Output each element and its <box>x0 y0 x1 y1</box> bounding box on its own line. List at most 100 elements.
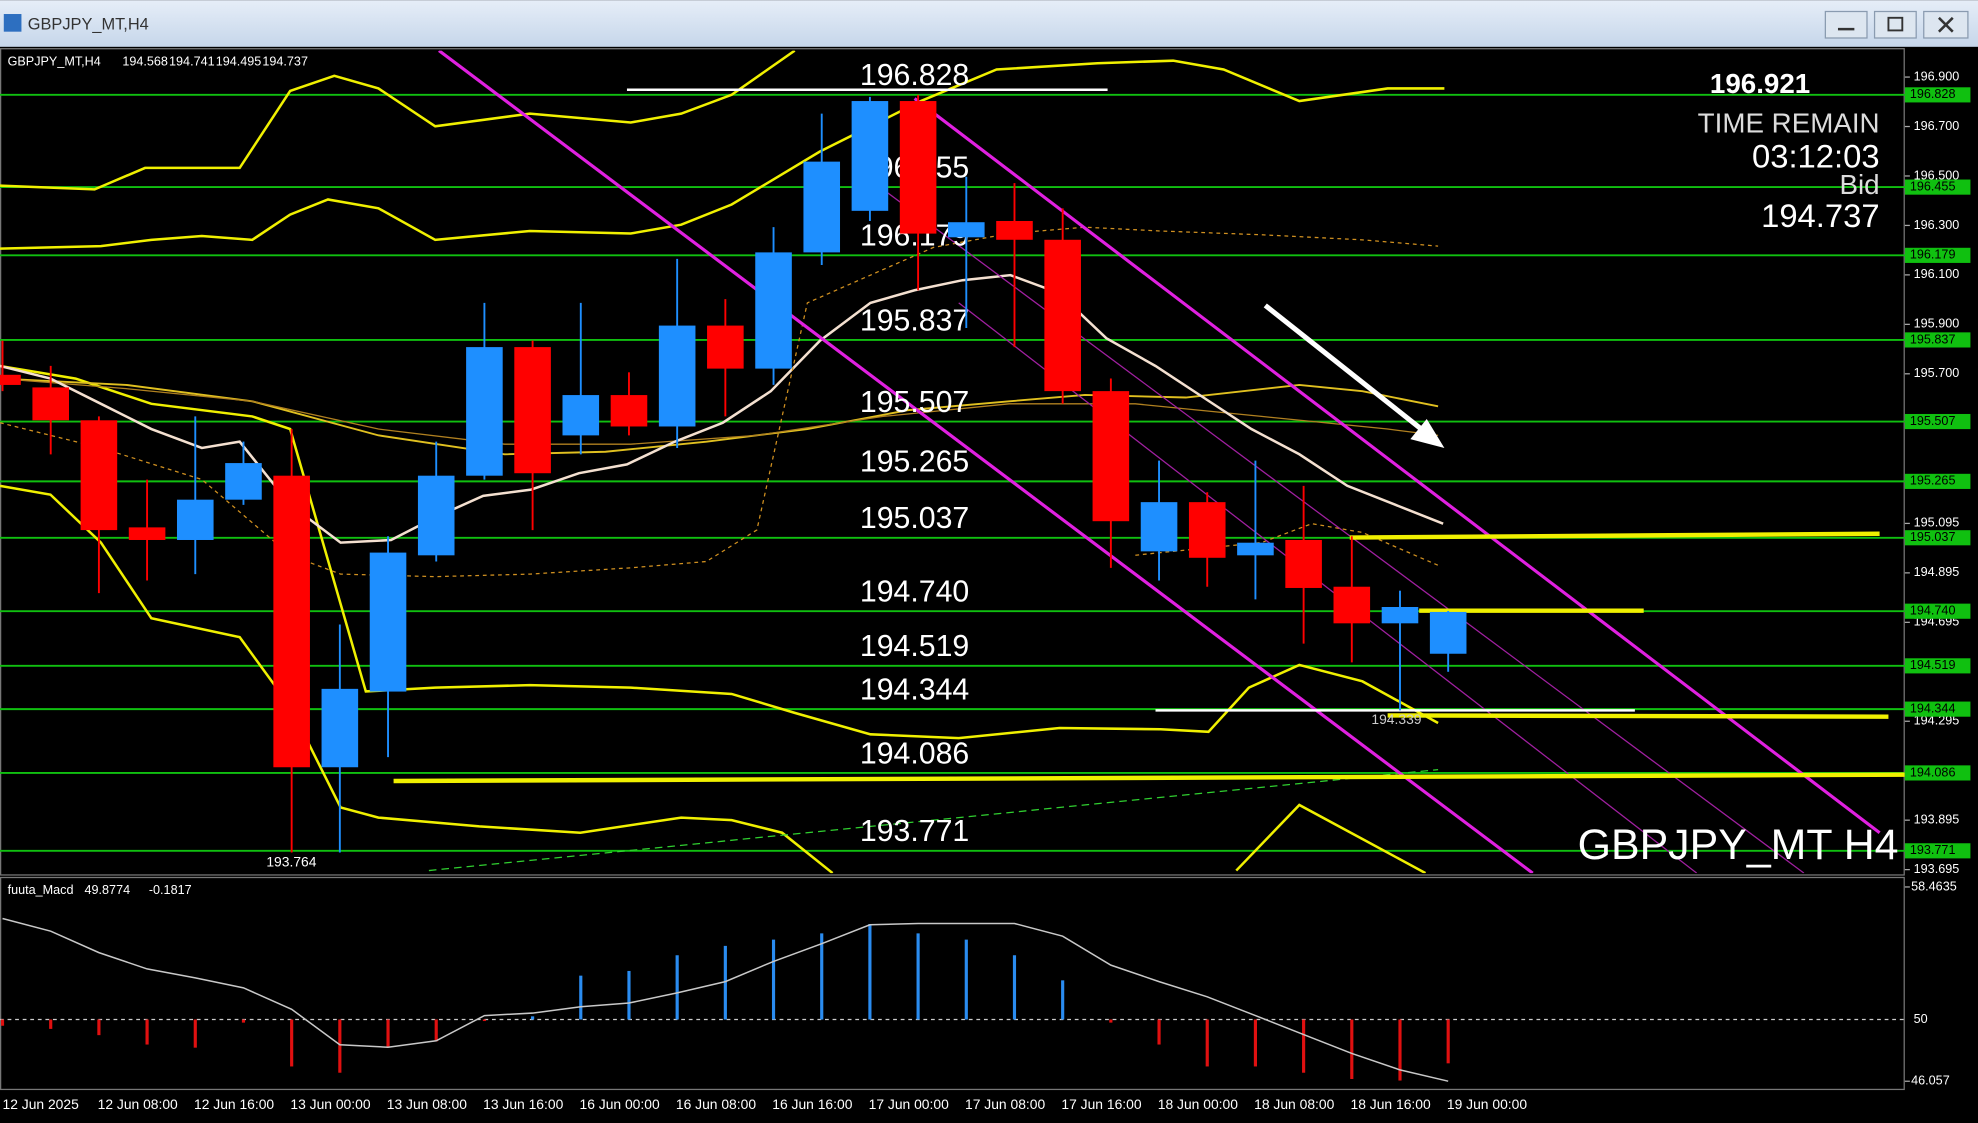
level-label: 194.344 <box>860 673 969 706</box>
y-tick-label: 58.4635 <box>1911 879 1957 893</box>
time-remain: 03:12:03 <box>1752 138 1880 175</box>
dashed-line <box>428 769 1439 872</box>
candle-body <box>851 101 889 211</box>
band-line <box>0 364 1439 740</box>
candle-body <box>273 475 310 768</box>
candle-body <box>1429 611 1467 654</box>
y-tick-label: 196.900 <box>1914 69 1960 83</box>
x-tick-label: 16 Jun 16:00 <box>772 1096 852 1112</box>
candle-body <box>803 161 841 253</box>
time-remain-label: TIME REMAIN <box>1698 107 1880 138</box>
candle-body <box>1188 502 1226 558</box>
indicators <box>0 50 1905 874</box>
macd-readout: -0.1817 <box>149 883 192 897</box>
level-label: 195.507 <box>860 386 969 419</box>
candles: 196.900 196.700 196.500 196.300 196.100 195.9… <box>0 59 1971 1112</box>
level-line <box>1387 713 1889 719</box>
level-line <box>393 772 1905 784</box>
level-label: 193.771 <box>860 815 969 848</box>
x-tick-label: 12 Jun 16:00 <box>194 1096 274 1112</box>
level-tag-label: 194.740 <box>1910 604 1956 618</box>
level-tag-label: 194.519 <box>1910 658 1956 672</box>
x-tick-label: 17 Jun 00:00 <box>869 1096 949 1112</box>
candle-body <box>176 499 214 540</box>
y-tick-label: 193.895 <box>1914 812 1960 826</box>
y-tick-label: 195.900 <box>1914 317 1960 331</box>
symbol-label: GBPJPY_MT,H4 <box>8 54 101 68</box>
level-tag <box>1904 413 1971 430</box>
y-tick-label: 195.095 <box>1914 516 1960 530</box>
channel-line <box>438 50 1534 874</box>
level-tag-label: 195.037 <box>1910 530 1956 544</box>
level-tag <box>1904 87 1971 103</box>
candle-body <box>610 395 648 427</box>
x-tick-label: 18 Jun 08:00 <box>1254 1096 1334 1112</box>
level-tag-label: 193.771 <box>1910 843 1956 857</box>
close-icon <box>1938 16 1954 33</box>
level-tag <box>1904 332 1971 348</box>
level-label: 50 <box>1914 1012 1928 1026</box>
band-line <box>0 484 834 874</box>
candle-body <box>562 395 600 436</box>
level-tag-label: 194.086 <box>1910 765 1956 779</box>
y-tick-label: 196.700 <box>1914 119 1960 133</box>
restore-button[interactable] <box>1873 10 1917 39</box>
watermark: GBPJPY_MT H4 <box>1578 821 1899 869</box>
window-icon <box>3 14 22 32</box>
level-tag <box>1904 701 1971 717</box>
high-readout: 194.741 <box>169 54 215 68</box>
macd-name: fuuta_Macd <box>8 883 74 897</box>
candle-body <box>899 101 937 234</box>
candle-body <box>321 688 359 768</box>
level-tag-label: 194.344 <box>1910 701 1956 715</box>
y-tick-label: 194.295 <box>1914 714 1960 728</box>
level-label: 195.037 <box>860 502 969 535</box>
ma-line <box>0 377 1439 445</box>
x-tick-label: 17 Jun 16:00 <box>1061 1096 1141 1112</box>
level-tag <box>1904 843 1971 859</box>
labels: GBPJPY_MT,H4 194.568 194.741 194.495 194… <box>8 54 1899 897</box>
main-frame <box>0 48 1905 876</box>
x-tick-label: 13 Jun 16:00 <box>483 1096 563 1112</box>
ma-line <box>0 273 1444 544</box>
minimize-button[interactable] <box>1824 10 1868 39</box>
price-readout: 196.921 <box>1710 68 1810 99</box>
restore-icon <box>1887 16 1904 32</box>
candle-body <box>80 420 118 531</box>
band-line <box>0 59 1445 250</box>
candle-body <box>128 527 166 540</box>
candle-body <box>948 222 985 238</box>
candle-body <box>755 252 792 369</box>
signal-line <box>2 917 1449 1082</box>
x-tick-label: 13 Jun 08:00 <box>387 1096 467 1112</box>
y-tick-label: 196.100 <box>1914 267 1960 281</box>
low-label: 193.764 <box>266 854 316 870</box>
candle-body <box>996 220 1033 240</box>
level-tag-label: 195.265 <box>1910 474 1956 488</box>
level-label: 194.086 <box>860 737 969 770</box>
band-line <box>0 50 796 191</box>
candle-body <box>1237 542 1274 556</box>
window-buttons <box>1824 10 1969 39</box>
y-tick-label: 196.500 <box>1914 168 1960 182</box>
level-label: 196.828 <box>860 59 969 92</box>
close-readout: 194.737 <box>262 54 308 68</box>
level-label: 195.265 <box>860 446 969 479</box>
level-label: 195.837 <box>860 304 969 337</box>
level-tag <box>1904 658 1971 674</box>
candle-body <box>466 347 503 476</box>
arrow <box>1263 303 1431 438</box>
band-line <box>1235 803 1427 874</box>
level-line <box>1349 531 1880 540</box>
y-tick-label: 194.895 <box>1914 565 1960 579</box>
candle-body <box>1140 502 1178 552</box>
candle-body <box>417 475 455 556</box>
candle-body <box>1285 539 1322 588</box>
candle-body <box>0 374 21 385</box>
level-tag <box>1904 603 1971 619</box>
x-tick-label: 18 Jun 00:00 <box>1158 1096 1238 1112</box>
ma-line <box>0 377 1439 456</box>
candle-body <box>514 347 551 474</box>
low-readout: 194.495 <box>216 54 262 68</box>
